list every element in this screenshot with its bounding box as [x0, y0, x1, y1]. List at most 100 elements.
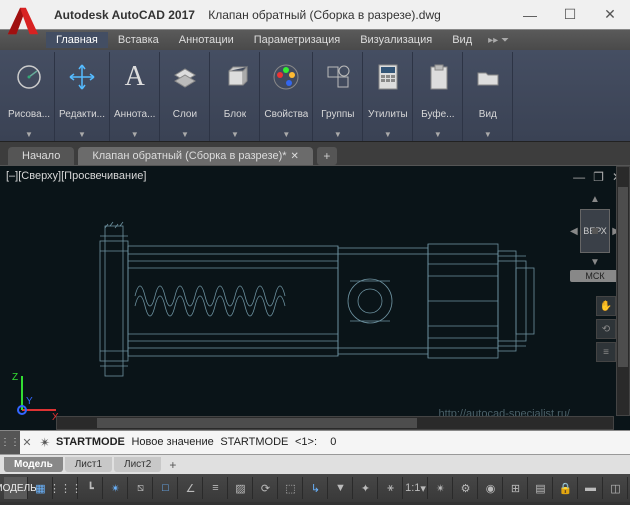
ribbon-block[interactable]: Блок ▼ [210, 52, 260, 141]
menu-view[interactable]: Вид [442, 32, 482, 48]
doc-tab-drawing[interactable]: Клапан обратный (Сборка в разрезе)*✕ [78, 147, 313, 165]
ribbon-layers[interactable]: Слои▼ [160, 52, 210, 141]
menu-home[interactable]: Главная [46, 32, 108, 48]
tab-label: Начало [22, 150, 60, 162]
annomon-icon[interactable]: ◉ [479, 477, 503, 499]
layout-sheet1[interactable]: Лист1 [65, 457, 112, 472]
workspace-icon[interactable]: ⚙ [454, 477, 478, 499]
lock-icon[interactable]: 🔒 [554, 477, 578, 499]
ribbon-clipboard[interactable]: Буфе...▼ [413, 52, 463, 141]
dynucs-icon[interactable]: ↳ [304, 477, 328, 499]
dropdown-icon: ▼ [78, 130, 86, 139]
restore-viewport-icon[interactable]: ❐ [593, 170, 604, 184]
cube-arrow-up[interactable]: ▲ [570, 194, 620, 205]
svg-text:Z: Z [12, 372, 18, 383]
document-tabs: Начало Клапан обратный (Сборка в разрезе… [0, 142, 630, 166]
cube-arrow-down[interactable]: ▼ [570, 257, 620, 268]
viewport-label[interactable]: [–][Сверху][Просвечивание] [6, 170, 146, 182]
nav-bar: ✋ ⟲ ≡ [596, 296, 616, 362]
view-cube[interactable]: ▲ ◀ ВЕРХ ▶ ▼ МСК [570, 194, 620, 282]
menu-overflow[interactable]: ▸▸ ⏷ [488, 35, 509, 46]
iso-icon[interactable]: ⧅ [129, 477, 153, 499]
pan-icon[interactable]: ✋ [596, 296, 616, 316]
scrollbar-thumb[interactable] [97, 418, 417, 428]
cycling-icon[interactable]: ⟳ [254, 477, 278, 499]
maximize-button[interactable]: ☐ [550, 0, 590, 30]
command-line[interactable]: ⋮⋮ ✕ ✴ STARTMODE Новое значение STARTMOD… [0, 430, 630, 454]
scale-display[interactable]: 1:1 ▾ [404, 477, 428, 499]
cmd-grip[interactable]: ⋮⋮ [0, 431, 20, 454]
nav-more-icon[interactable]: ≡ [596, 342, 616, 362]
circle-icon [11, 56, 47, 98]
model-3d [60, 206, 560, 386]
dropdown-icon: ▼ [434, 130, 442, 139]
orbit-icon[interactable]: ⟲ [596, 319, 616, 339]
units-icon[interactable]: ⊞ [504, 477, 528, 499]
block-icon [217, 56, 253, 98]
qprops-icon[interactable]: ▤ [529, 477, 553, 499]
cmd-val: 0 [330, 436, 336, 448]
annovis-icon[interactable]: ✴ [429, 477, 453, 499]
isolate-icon[interactable]: ◫ [604, 477, 628, 499]
ribbon-annotate[interactable]: AАннота...▼ [110, 52, 160, 141]
ribbon-draw[interactable]: Рисова...▼ [4, 52, 55, 141]
ortho-icon[interactable]: ┗ [79, 477, 103, 499]
title-app: Autodesk AutoCAD 2017 [54, 8, 195, 22]
3dosnap-icon[interactable]: ⬚ [279, 477, 303, 499]
menu-insert[interactable]: Вставка [108, 32, 169, 48]
filter-icon[interactable]: ▼ [329, 477, 353, 499]
dropdown-icon: ▼ [384, 130, 392, 139]
menubar: Главная Вставка Аннотации Параметризация… [0, 30, 630, 50]
ribbon-utils[interactable]: Утилиты▼ [363, 52, 413, 141]
cmd-settings-icon[interactable]: ✴ [34, 435, 56, 451]
ribbon-view[interactable]: Вид▼ [463, 52, 513, 141]
annoscale-icon[interactable]: ⚹ [379, 477, 403, 499]
menu-annotations[interactable]: Аннотации [169, 32, 244, 48]
doc-tab-start[interactable]: Начало [8, 147, 74, 165]
ribbon-label: Аннота... [114, 109, 155, 120]
close-button[interactable]: ✕ [590, 0, 630, 30]
layout-tabs: Модель Лист1 Лист2 + [0, 454, 630, 474]
cmd-close-icon[interactable]: ✕ [20, 436, 34, 449]
gizmo-icon[interactable]: ✦ [354, 477, 378, 499]
clipboard-icon [420, 56, 456, 98]
ribbon-edit[interactable]: Редакти...▼ [55, 52, 110, 141]
ribbon-props[interactable]: Свойства▼ [260, 52, 313, 141]
ribbon-groups[interactable]: Группы▼ [313, 52, 363, 141]
titlebar: Autodesk AutoCAD 2017 Клапан обратный (С… [0, 0, 630, 30]
transparency-icon[interactable]: ▨ [229, 477, 253, 499]
add-tab-button[interactable]: + [317, 147, 337, 165]
cube-face[interactable]: ВЕРХ [580, 209, 611, 253]
minimize-button[interactable]: — [510, 0, 550, 30]
otrack-icon[interactable]: ∠ [179, 477, 203, 499]
snap-icon[interactable]: ⋮⋮⋮ [54, 477, 78, 499]
ribbon-label: Рисова... [8, 109, 50, 120]
scrollbar-thumb[interactable] [618, 187, 628, 367]
wcs-label[interactable]: МСК [570, 270, 620, 282]
hardware-icon[interactable]: ▬ [579, 477, 603, 499]
window-controls: — ☐ ✕ [510, 0, 630, 30]
v-scrollbar[interactable] [616, 166, 630, 416]
cube-arrow-left[interactable]: ◀ [570, 226, 578, 237]
lineweight-icon[interactable]: ≡ [204, 477, 228, 499]
cmd-var: STARTMODE [56, 436, 125, 448]
layout-model[interactable]: Модель [4, 457, 63, 472]
ribbon-label: Блок [224, 109, 246, 120]
close-icon[interactable]: ✕ [291, 151, 299, 162]
menu-parametric[interactable]: Параметризация [244, 32, 350, 48]
osnap-icon[interactable]: □ [154, 477, 178, 499]
h-scrollbar[interactable] [56, 416, 614, 430]
dropdown-icon: ▼ [231, 130, 239, 139]
status-bar: МОДЕЛЬ ▦ ⋮⋮⋮ ┗ ✴ ⧅ □ ∠ ≡ ▨ ⟳ ⬚ ↳ ▼ ✦ ⚹ 1… [0, 474, 630, 502]
layout-sheet2[interactable]: Лист2 [114, 457, 161, 472]
viewport[interactable]: [–][Сверху][Просвечивание] — ❐ ✕ ▲ ◀ ВЕР… [0, 166, 630, 430]
menu-visualize[interactable]: Визуализация [350, 32, 442, 48]
cmd-prompt: <1>: [295, 436, 317, 448]
status-model[interactable]: МОДЕЛЬ [4, 477, 28, 499]
polar-icon[interactable]: ✴ [104, 477, 128, 499]
svg-text:Y: Y [26, 396, 33, 407]
app-logo [4, 2, 42, 40]
minimize-viewport-icon[interactable]: — [573, 170, 585, 184]
add-layout-button[interactable]: + [163, 458, 182, 472]
layers-icon [167, 56, 203, 98]
